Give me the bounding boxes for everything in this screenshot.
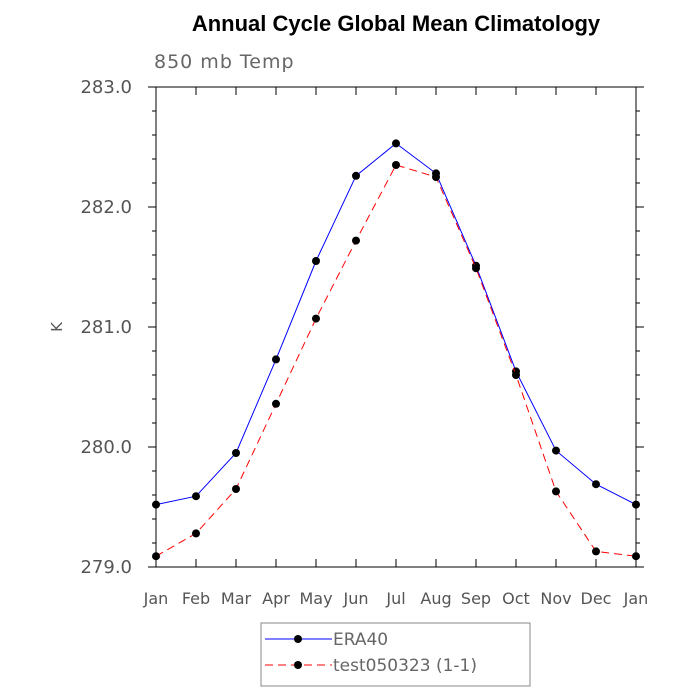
y-tick-label: 280.0 [80, 437, 132, 458]
plot-frame [155, 86, 637, 568]
series-2-point [152, 552, 160, 561]
series-line-2 [155, 164, 637, 557]
series-2-point [192, 529, 200, 538]
series-1-point [232, 449, 240, 457]
series-layer [152, 139, 640, 561]
series-line-1 [155, 142, 637, 506]
x-tick-label: Nov [540, 589, 571, 608]
series-1-point [552, 446, 560, 455]
series-2-point [232, 485, 240, 493]
series-1-point [352, 171, 360, 180]
x-tick-label: Mar [221, 589, 252, 608]
chart-subtitle: 850 mb Temp [154, 51, 295, 73]
x-tick-label: Aug [420, 589, 451, 608]
series-1-point [592, 480, 600, 489]
y-tick-label: 281.0 [80, 317, 132, 338]
series-2-point [512, 371, 520, 379]
y-tick-label: 283.0 [80, 77, 132, 98]
x-tick-label: Jan [143, 589, 169, 608]
y-tick-label: 282.0 [80, 197, 132, 218]
series-2-point [352, 236, 360, 245]
series-2-point [472, 264, 480, 273]
x-tick-label: Jan [623, 589, 649, 608]
x-tick-label: Oct [502, 589, 530, 608]
series-1-point [272, 355, 280, 364]
series-2-point [392, 161, 400, 169]
y-tick-label: 279.0 [80, 557, 132, 578]
series-2-point [632, 552, 640, 561]
series-2-point [432, 173, 440, 181]
x-tick-label: Sep [461, 589, 491, 608]
series-1-point [632, 500, 640, 509]
x-tick-label: Dec [581, 589, 612, 608]
series-1-point [312, 257, 320, 265]
legend-marker-1 [294, 635, 302, 643]
legend-box [260, 622, 531, 687]
series-1-point [192, 492, 200, 501]
series-2-point [272, 399, 280, 408]
x-tick-label: Jun [343, 589, 369, 608]
legend-label-2: test050323 (1-1) [333, 656, 477, 676]
series-2-point [312, 314, 320, 323]
legend-label-1: ERA40 [333, 630, 388, 650]
x-tick-label: Jul [385, 589, 405, 608]
chart-title: Annual Cycle Global Mean Climatology [192, 11, 601, 36]
series-2-point [552, 487, 560, 496]
legend: ERA40 test050323 (1-1) [260, 622, 531, 687]
y-axis-label: K [48, 321, 66, 332]
x-tick-label: May [299, 589, 332, 608]
x-tick-label: Feb [182, 589, 210, 608]
x-tick-label: Apr [262, 589, 290, 608]
series-1-point [392, 139, 400, 148]
series-2-point [592, 547, 600, 556]
legend-marker-2 [294, 661, 302, 669]
axis-ticks: Jan Feb Mar Apr May Jun Jul Aug Sep Oct Nov Dec Jan 2… [80, 77, 648, 608]
series-1-point [152, 500, 160, 509]
